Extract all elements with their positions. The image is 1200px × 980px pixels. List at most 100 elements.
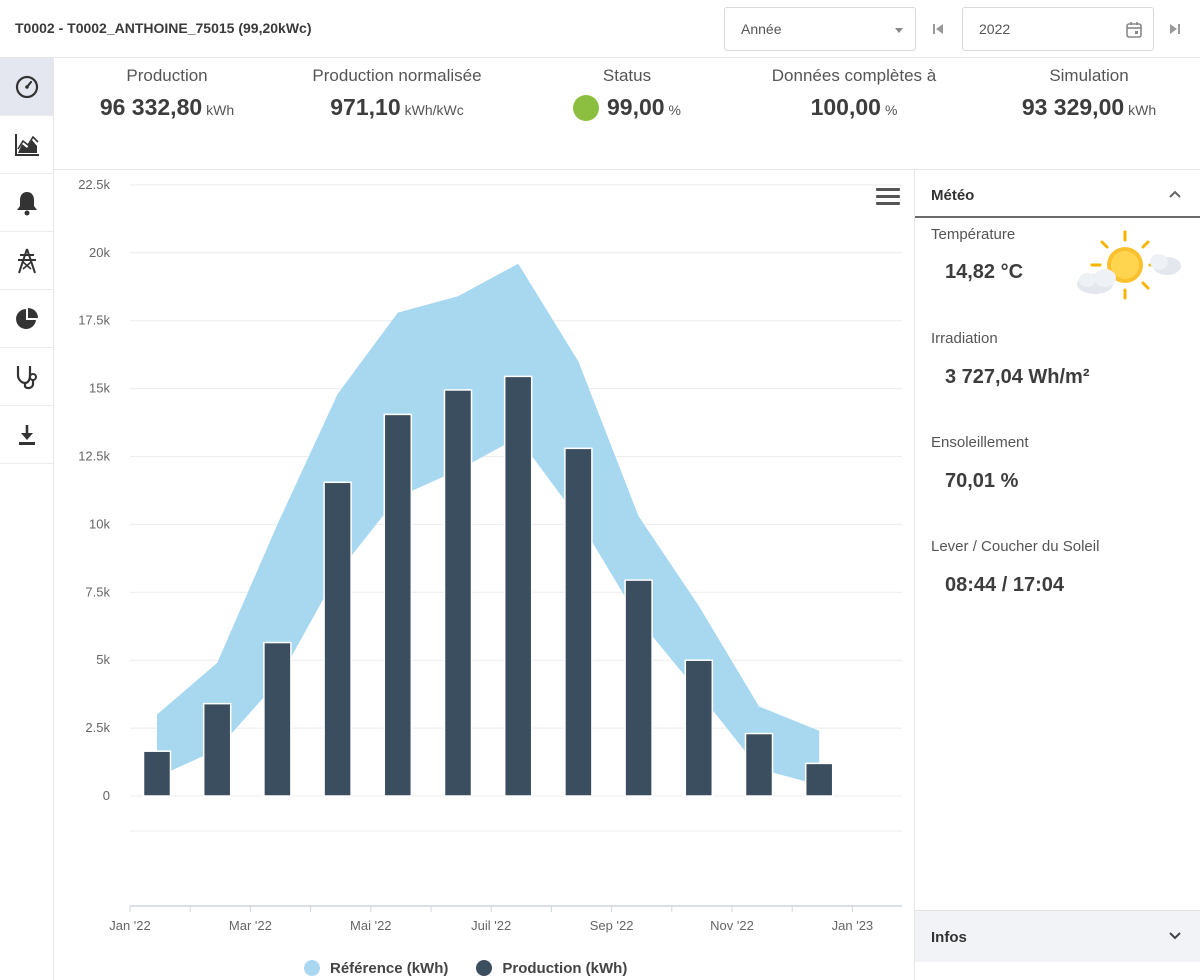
kpi-status-unit: % bbox=[668, 102, 681, 118]
sidebar bbox=[0, 58, 54, 980]
kpi-normalized-label: Production normalisée bbox=[312, 66, 482, 85]
production-bar[interactable] bbox=[804, 762, 834, 797]
sidebar-item-export[interactable] bbox=[0, 406, 53, 464]
pie-chart-icon bbox=[15, 307, 38, 329]
sidebar-item-alerts[interactable] bbox=[0, 174, 53, 232]
previous-period-button[interactable] bbox=[925, 14, 951, 44]
kpi-normalized-unit: kWh/kWc bbox=[404, 102, 464, 118]
production-bar[interactable] bbox=[263, 641, 292, 797]
infos-title: Infos bbox=[931, 929, 967, 946]
kpi-normalized-value: 971,10 bbox=[330, 94, 401, 120]
legend-item-production[interactable]: Production (kWh) bbox=[476, 960, 627, 977]
sun-cloud-icon bbox=[1077, 230, 1181, 300]
infos-section-header[interactable]: Infos bbox=[915, 910, 1200, 962]
period-select[interactable]: Année bbox=[724, 7, 916, 51]
chart-legend: Référence (kWh) Production (kWh) bbox=[304, 958, 655, 978]
y-tick-label: 22.5k bbox=[78, 177, 110, 192]
y-tick-label: 10k bbox=[89, 516, 110, 531]
status-indicator-dot bbox=[572, 94, 599, 121]
irradiation-value: 3 727,04 Wh/m² bbox=[945, 366, 1090, 388]
area-chart-icon bbox=[14, 133, 39, 156]
y-tick-label: 7.5k bbox=[85, 584, 110, 599]
chevron-down-icon bbox=[1169, 932, 1181, 940]
bell-icon bbox=[16, 191, 37, 215]
legend-label-production: Production (kWh) bbox=[502, 959, 628, 977]
kpi-simulation-label: Simulation bbox=[1049, 66, 1129, 85]
kpi-simulation-unit: kWh bbox=[1128, 102, 1157, 118]
production-bar[interactable] bbox=[503, 375, 533, 797]
y-tick-label: 2.5k bbox=[85, 720, 110, 735]
year-input[interactable]: 2022 bbox=[962, 7, 1154, 51]
production-bar[interactable] bbox=[443, 389, 473, 797]
kpi-production-unit: kWh bbox=[206, 102, 235, 118]
y-tick-label: 17.5k bbox=[78, 313, 110, 328]
sidebar-item-dashboard[interactable] bbox=[0, 58, 53, 116]
year-input-value: 2022 bbox=[979, 21, 1011, 37]
next-period-button[interactable] bbox=[1162, 14, 1188, 44]
sidebar-item-grid[interactable] bbox=[0, 232, 53, 290]
skip-previous-icon bbox=[933, 24, 943, 34]
right-panel: Météo Température 14,82 °C bbox=[914, 170, 1200, 980]
period-select-value: Année bbox=[741, 21, 782, 37]
y-tick-label: 20k bbox=[89, 245, 110, 260]
kpi-status-label: Status bbox=[602, 66, 652, 85]
meteo-title: Météo bbox=[931, 187, 975, 204]
x-tick-label: Sep '22 bbox=[590, 918, 634, 933]
skip-next-icon bbox=[1170, 24, 1180, 34]
production-bar[interactable] bbox=[684, 659, 714, 797]
kpi-status: Status 99,00 % bbox=[552, 66, 702, 121]
y-tick-label: 5k bbox=[96, 652, 110, 667]
kpi-simulation-value: 93 329,00 bbox=[1021, 94, 1125, 120]
kpi-normalized: Production normalisée 971,10 kWh/kWc bbox=[288, 66, 506, 121]
legend-item-reference[interactable]: Référence (kWh) bbox=[304, 960, 448, 977]
x-tick-label: Jan '22 bbox=[109, 918, 151, 933]
x-tick-label: Mar '22 bbox=[229, 918, 272, 933]
stethoscope-icon bbox=[16, 365, 37, 389]
x-tick-label: Mai '22 bbox=[350, 918, 392, 933]
sidebar-item-analytics[interactable] bbox=[0, 290, 53, 348]
dashboard-gauge-icon bbox=[15, 75, 38, 98]
production-bar[interactable] bbox=[624, 579, 653, 797]
kpi-production-label: Production bbox=[126, 66, 208, 85]
kpi-completeness: Données complètes à 100,00 % bbox=[754, 66, 954, 121]
kpi-completeness-label: Données complètes à bbox=[771, 66, 937, 85]
sunshine-label: Ensoleillement bbox=[931, 434, 1029, 451]
top-bar: T0002 - T0002_ANTHOINE_75015 (99,20kWc) … bbox=[0, 0, 1200, 58]
power-pylon-icon bbox=[17, 248, 36, 273]
sunrise-sunset-label: Lever / Coucher du Soleil bbox=[931, 538, 1100, 555]
legend-swatch-production bbox=[476, 960, 493, 976]
temperature-label: Température bbox=[931, 226, 1016, 243]
sidebar-item-diagnostics[interactable] bbox=[0, 348, 53, 406]
kpi-production: Production 96 332,80 kWh bbox=[82, 66, 252, 121]
site-title: T0002 - T0002_ANTHOINE_75015 (99,20kWc) bbox=[15, 20, 312, 36]
x-tick-label: Nov '22 bbox=[710, 918, 754, 933]
kpi-completeness-value: 100,00 bbox=[810, 94, 881, 120]
sunrise-sunset-value: 08:44 / 17:04 bbox=[945, 574, 1064, 596]
kpi-completeness-unit: % bbox=[884, 102, 898, 118]
production-bar[interactable] bbox=[744, 732, 774, 797]
production-chart: 0 2.5k 5k 7.5k 10k 12.5k 15k 17.5k 20k 22.5k Jan '… bbox=[54, 170, 914, 980]
y-tick-label: 15k bbox=[89, 381, 110, 396]
x-tick-label: Juil '22 bbox=[471, 918, 511, 933]
production-bar[interactable] bbox=[142, 750, 172, 797]
meteo-section-header[interactable]: Météo bbox=[915, 170, 1200, 218]
sunshine-value: 70,01 % bbox=[945, 470, 1019, 492]
production-bar[interactable] bbox=[564, 447, 593, 797]
production-bar[interactable] bbox=[323, 481, 352, 797]
download-icon bbox=[18, 424, 35, 445]
temperature-value: 14,82 °C bbox=[945, 261, 1024, 283]
chevron-up-icon bbox=[1169, 190, 1181, 198]
kpi-simulation: Simulation 93 329,00 kWh bbox=[1004, 66, 1174, 121]
production-bar[interactable] bbox=[383, 413, 413, 797]
legend-swatch-reference bbox=[304, 960, 320, 976]
kpi-status-value: 99,00 bbox=[606, 94, 665, 120]
sidebar-item-charts[interactable] bbox=[0, 116, 53, 174]
chart-canvas: 0 2.5k 5k 7.5k 10k 12.5k 15k 17.5k 20k 22.5k Jan '… bbox=[78, 177, 902, 933]
kpi-strip: Production 96 332,80 kWh Production norm… bbox=[54, 58, 1200, 170]
calendar-icon[interactable] bbox=[1125, 21, 1143, 39]
chart-menu-button[interactable] bbox=[876, 188, 900, 210]
y-tick-label: 0 bbox=[103, 788, 110, 803]
production-bar[interactable] bbox=[202, 702, 232, 797]
kpi-production-value: 96 332,80 bbox=[99, 94, 203, 120]
